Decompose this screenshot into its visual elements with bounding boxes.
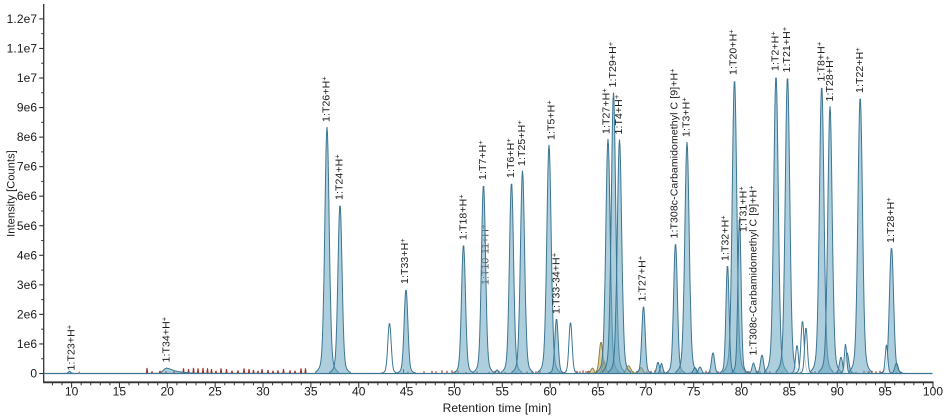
svg-text:35: 35 — [304, 385, 318, 399]
svg-text:15: 15 — [113, 385, 127, 399]
svg-text:7e6: 7e6 — [17, 160, 38, 174]
svg-text:100: 100 — [923, 385, 944, 399]
svg-text:75: 75 — [687, 385, 701, 399]
svg-text:8e6: 8e6 — [17, 130, 38, 144]
svg-text:1:T308c-Carbamidomethyl C [9]+: 1:T308c-Carbamidomethyl C [9]+H+ — [668, 68, 681, 239]
svg-text:1:T4+H+: 1:T4+H+ — [612, 94, 625, 134]
svg-text:60: 60 — [543, 385, 557, 399]
svg-text:1:T27+H+: 1:T27+H+ — [600, 88, 613, 134]
svg-text:1:T28+H+: 1:T28+H+ — [823, 55, 836, 101]
svg-text:80: 80 — [735, 385, 749, 399]
svg-text:1:T33-34+H+: 1:T33-34+H+ — [550, 252, 563, 314]
svg-text:9e6: 9e6 — [17, 101, 38, 115]
svg-text:40: 40 — [352, 385, 366, 399]
svg-text:1:T2+H+: 1:T2+H+ — [769, 31, 782, 71]
svg-text:1.2e7: 1.2e7 — [7, 12, 38, 26]
svg-text:90: 90 — [830, 385, 844, 399]
svg-text:1:T18+H+: 1:T18+H+ — [457, 194, 470, 240]
svg-text:65: 65 — [591, 385, 605, 399]
svg-text:1:T20+H+: 1:T20+H+ — [727, 29, 740, 75]
svg-text:1:T5+H+: 1:T5+H+ — [545, 100, 558, 140]
svg-text:50: 50 — [448, 385, 462, 399]
svg-text:30: 30 — [256, 385, 270, 399]
svg-text:1:T7+H+: 1:T7+H+ — [476, 140, 489, 180]
svg-text:4e6: 4e6 — [17, 248, 38, 262]
svg-text:1:T308c-Carbamidomethyl C [9]+: 1:T308c-Carbamidomethyl C [9]+H+ — [747, 185, 760, 356]
svg-text:1:T32+H+: 1:T32+H+ — [719, 215, 732, 261]
svg-text:Retention time [min]: Retention time [min] — [443, 401, 552, 415]
svg-text:1:T33+H+: 1:T33+H+ — [398, 238, 411, 284]
svg-text:1:T28+H+: 1:T28+H+ — [884, 197, 897, 243]
svg-text:1:T8+H+: 1:T8+H+ — [815, 41, 828, 81]
svg-text:5e6: 5e6 — [17, 219, 38, 233]
svg-text:1.1e7: 1.1e7 — [7, 41, 38, 55]
svg-text:1:T29+H+: 1:T29+H+ — [606, 41, 619, 87]
svg-text:10: 10 — [65, 385, 79, 399]
svg-text:Intensity [Counts]: Intensity [Counts] — [6, 150, 18, 237]
svg-text:1:T27+H+: 1:T27+H+ — [636, 255, 649, 301]
svg-text:1:T21+H+: 1:T21+H+ — [780, 26, 793, 72]
svg-text:70: 70 — [639, 385, 653, 399]
svg-text:1e7: 1e7 — [17, 71, 38, 85]
svg-text:2e6: 2e6 — [17, 307, 38, 321]
svg-text:20: 20 — [161, 385, 175, 399]
svg-text:1:T6+H+: 1:T6+H+ — [504, 138, 517, 178]
svg-text:0: 0 — [30, 367, 37, 381]
svg-text:25: 25 — [208, 385, 222, 399]
svg-text:1:T22+H+: 1:T22+H+ — [853, 47, 866, 93]
svg-text:1:T34+H+: 1:T34+H+ — [160, 316, 173, 362]
svg-text:55: 55 — [496, 385, 510, 399]
svg-text:6e6: 6e6 — [17, 189, 38, 203]
svg-text:1:T26+H+: 1:T26+H+ — [320, 76, 333, 122]
svg-text:85: 85 — [783, 385, 797, 399]
svg-text:1:T31+H+: 1:T31+H+ — [737, 186, 750, 232]
svg-text:1:T25+H+: 1:T25+H+ — [515, 120, 528, 166]
svg-text:1e6: 1e6 — [17, 337, 38, 351]
svg-text:3e6: 3e6 — [17, 278, 38, 292]
svg-text:1:T24+H+: 1:T24+H+ — [333, 154, 346, 200]
svg-text:45: 45 — [400, 385, 414, 399]
svg-text:1:T3+H+: 1:T3+H+ — [680, 97, 693, 137]
svg-text:95: 95 — [878, 385, 892, 399]
svg-text:1:T23+H+: 1:T23+H+ — [65, 324, 78, 370]
